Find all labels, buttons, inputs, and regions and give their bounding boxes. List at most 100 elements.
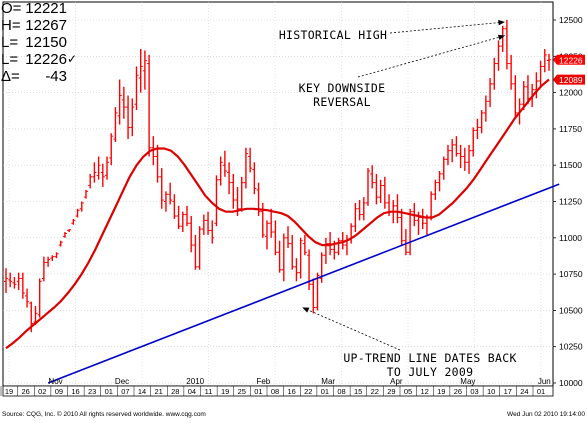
quote-value: 12221 <box>25 0 67 17</box>
x-day-label: 03 <box>470 387 478 396</box>
ohlc-bar <box>163 191 168 212</box>
ohlc-bar <box>366 168 370 206</box>
ohlc-bar <box>488 78 493 108</box>
ohlc-bar <box>450 139 455 163</box>
y-axis: 10000 10250 10500 10750 11000 11250 11500 11750… <box>553 15 583 388</box>
x-day-label: 07 <box>121 387 129 396</box>
ohlc-bar <box>336 237 341 256</box>
ohlc-bar <box>16 272 21 291</box>
quote-mark <box>67 34 77 51</box>
ohlc-bar <box>58 240 63 247</box>
ohlc-bar <box>471 127 476 157</box>
x-day-label: 15 <box>354 387 362 396</box>
quote-mark <box>67 17 77 34</box>
x-day-label: 01 <box>537 387 545 396</box>
ohlc-bar <box>197 226 202 270</box>
y-tick-label: 11000 <box>559 233 582 243</box>
ohlc-bar <box>155 144 160 183</box>
ohlc-bar <box>227 162 232 195</box>
x-day-label: 25 <box>238 387 246 396</box>
uptrend-line <box>47 183 560 384</box>
ohlc-bar <box>231 173 236 209</box>
ohlc-bar <box>41 256 46 282</box>
ohlc-bar <box>92 162 97 183</box>
ohlc-bar <box>399 208 404 246</box>
ohlc-bar <box>113 107 118 142</box>
ohlc-bar <box>547 53 551 71</box>
x-day-label: 22 <box>371 387 379 396</box>
x-day-label: 01 <box>254 387 262 396</box>
quote-row: L= 12150 <box>1 34 77 51</box>
ohlc-bar <box>458 144 463 169</box>
price-tag-label: 12226 <box>559 55 583 65</box>
ohlc-bar <box>534 72 539 99</box>
ohlc-bar <box>100 163 105 187</box>
ohlc-bar <box>222 150 227 177</box>
ohlc-bar <box>210 220 215 244</box>
ohlc-bar <box>302 234 307 256</box>
annotation-uptrend: UP-TREND LINE DATES BACK TO JULY 2009 <box>338 351 522 379</box>
ohlc-bar <box>185 205 189 227</box>
x-day-label: 01 <box>321 387 329 396</box>
ohlc-bar <box>138 49 143 93</box>
source-credit: Source: CQG, Inc. © 2010 All rights rese… <box>2 411 206 418</box>
ohlc-bar <box>462 147 467 172</box>
annotation-key-downside-reversal: KEY DOWNSIDE REVERSAL <box>290 81 394 109</box>
ohlc-bar <box>307 249 312 291</box>
x-day-label: 11 <box>205 387 213 396</box>
x-month-label: Apr <box>390 377 403 386</box>
ohlc-bar <box>382 176 387 209</box>
ohlc-bar <box>130 98 135 137</box>
ohlc-bar <box>504 20 509 70</box>
ohlc-bar <box>467 144 472 174</box>
ohlc-bar <box>79 201 84 212</box>
ohlc-bar <box>243 147 248 189</box>
ohlc-bar <box>513 75 518 119</box>
moving-average-line <box>5 78 550 350</box>
ohlc-bar <box>96 156 101 180</box>
ohlc-bar <box>134 66 139 111</box>
quote-label: H= <box>1 17 21 34</box>
ohlc-bar <box>454 136 459 157</box>
ohlc-bar <box>357 200 362 221</box>
ohlc-bar <box>25 288 30 308</box>
ohlc-bar <box>37 278 42 318</box>
x-day-label: 08 <box>271 387 279 396</box>
x-day-label: 16 <box>287 387 295 396</box>
ohlc-bar <box>83 189 88 199</box>
annotation-uptrend-line1: UP-TREND LINE DATES BACK <box>343 351 517 365</box>
ohlc-bar <box>142 50 147 90</box>
x-day-label: 12 <box>420 387 428 396</box>
ohlc-bar <box>403 229 408 256</box>
y-tick-label: 11500 <box>559 160 582 170</box>
quote-label: Δ= <box>1 68 20 85</box>
quote-value: 12226 <box>25 51 67 68</box>
ohlc-bar <box>374 173 379 205</box>
price-tags: 12226 12089 <box>553 54 585 85</box>
ohlc-bar <box>218 156 223 186</box>
x-month-label: Mar <box>321 377 335 386</box>
ohlc-bar <box>509 54 514 90</box>
x-day-label: 08 <box>337 387 345 396</box>
ohlc-bar <box>298 237 303 279</box>
ohlc-bar <box>286 226 291 248</box>
ohlc-bar <box>75 208 80 218</box>
x-day-label: 24 <box>520 387 528 396</box>
x-month-label: Feb <box>256 377 270 386</box>
y-tick-label: 10500 <box>559 305 583 315</box>
ohlc-bar <box>172 194 177 219</box>
y-tick-label: 11750 <box>559 124 582 134</box>
ohlc-bar <box>496 40 501 71</box>
ohlc-bar <box>88 173 93 189</box>
x-day-label: 22 <box>304 387 312 396</box>
x-month-label: Jun <box>538 377 551 386</box>
timestamp: Wed Jun 02 2010 19:14:00 <box>507 411 585 418</box>
quote-label: L= <box>1 34 19 51</box>
x-day-label: 29 <box>387 387 395 396</box>
ohlc-bar <box>311 278 316 314</box>
y-tick-label: 10000 <box>559 378 583 388</box>
ohlc-bar <box>117 79 122 125</box>
x-day-label: 17 <box>504 387 512 396</box>
ohlc-bar <box>437 171 442 192</box>
x-day-label: 19 <box>437 387 445 396</box>
